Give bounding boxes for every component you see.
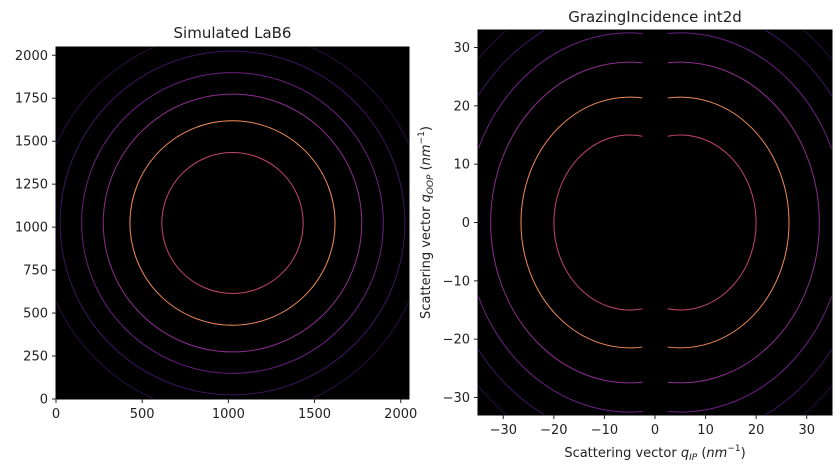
plot2-y-tick-label: −30 [443, 391, 470, 406]
plot1-title: Simulated LaB6 [174, 24, 292, 42]
plot2-y-tick-label: −20 [443, 333, 470, 348]
plot2-y-tick-label: 30 [453, 41, 470, 56]
plot2-y-axis-label-open: ( [419, 165, 434, 174]
plot2-y-axis-label-sub: OOP [426, 174, 436, 194]
plot2-ring-1-right [667, 134, 757, 311]
plot1-x-tick-label: 2000 [384, 407, 417, 422]
plot2-x-tick-label: 30 [798, 423, 815, 438]
plot1-image-background [56, 47, 409, 399]
plot2-y-axis-label-unit: nm [419, 144, 434, 165]
plot2-x-axis-label: Scattering vector qIP (nm−1) [564, 444, 745, 463]
plot2-ring-3-left [490, 61, 643, 384]
plot-simulated-lab6: Simulated LaB6 0 500 1000 1500 2000 0 250 500 7… [15, 24, 417, 422]
plot1-x-tick-label: 500 [130, 407, 155, 422]
plot2-x-axis-label-unit: nm [706, 446, 727, 461]
plot2-y-axis-label-main: Scattering vector [419, 202, 434, 319]
plot2-x-tick-label: 20 [748, 423, 765, 438]
plot1-x-tick-label: 1500 [298, 407, 331, 422]
plot2-y-tick-label: 20 [453, 99, 470, 114]
plot1-ring-5 [59, 50, 406, 396]
plot1-y-tick-label: 500 [23, 307, 48, 322]
plot1-x-tick-label: 1000 [212, 407, 245, 422]
plot2-y-axis-label-exp: −1 [417, 131, 427, 144]
plot2-x-axis-label-open: ( [697, 446, 706, 461]
plot1-y-tick-label: 1000 [15, 221, 48, 236]
plot2-y-tick-label: −10 [443, 274, 470, 289]
plot2-y-ticks: −30 −20 −10 0 10 20 30 [443, 41, 478, 406]
plot2-ring-3-right [667, 61, 820, 384]
plot1-x-tick-label: 0 [52, 407, 60, 422]
plot1-y-tick-label: 0 [40, 393, 48, 408]
plot1-y-tick-label: 2000 [15, 49, 48, 64]
plot2-x-axis-label-sub: IP [689, 453, 698, 463]
plot1-y-tick-label: 750 [23, 264, 48, 279]
plot2-y-tick-label: 0 [462, 216, 470, 231]
plot2-image-background [478, 30, 832, 415]
plot1-ring-3 [102, 93, 363, 353]
plot2-x-axis-label-exp: −1 [727, 444, 740, 454]
plot2-y-axis-label-symbol: q [419, 194, 434, 202]
plot2-ring-2-left [520, 96, 643, 349]
plot2-y-tick-label: 10 [453, 158, 470, 173]
plot1-y-tick-label: 1250 [15, 178, 48, 193]
plot1-y-tick-label: 250 [23, 350, 48, 365]
plot2-x-axis-label-symbol: q [681, 446, 689, 461]
plot2-x-tick-label: 10 [697, 423, 714, 438]
plot1-frame [55, 46, 410, 400]
plot2-rings [478, 30, 832, 415]
plot1-x-ticks: 0 500 1000 1500 2000 [52, 399, 417, 422]
plot2-y-axis-label-close: ) [419, 126, 434, 131]
plot2-title: GrazingIncidence int2d [568, 8, 742, 26]
plot2-x-tick-label: −30 [490, 423, 517, 438]
plot1-y-tick-label: 1500 [15, 135, 48, 150]
plot-grazing-incidence: GrazingIncidence int2d −30 −20 −10 0 10 20 30 … [417, 8, 833, 463]
plot1-ring-2 [129, 120, 336, 326]
plot1-y-tick-label: 1750 [15, 92, 48, 107]
plot1-rings [56, 47, 409, 399]
plot2-ring-2-right [667, 96, 790, 349]
plot1-y-ticks: 0 250 500 750 1000 1250 1500 1750 2000 [15, 49, 56, 408]
plot2-x-axis-label-main: Scattering vector [564, 446, 681, 461]
plot2-ring-1-left [553, 134, 643, 311]
plot1-ring-1 [161, 152, 304, 294]
plot2-x-tick-label: −10 [591, 423, 618, 438]
plot2-y-axis-label: Scattering vector qOOP (nm−1) [417, 126, 436, 319]
plot2-ring-4-left [478, 32, 643, 413]
plot2-x-axis-label-close: ) [741, 446, 746, 461]
plot2-x-tick-label: 0 [651, 423, 659, 438]
plot1-ring-4 [81, 72, 384, 374]
plot2-x-tick-label: −20 [540, 423, 567, 438]
plot2-ring-4-right [667, 32, 832, 413]
plot2-x-ticks: −30 −20 −10 0 10 20 30 [490, 415, 815, 438]
